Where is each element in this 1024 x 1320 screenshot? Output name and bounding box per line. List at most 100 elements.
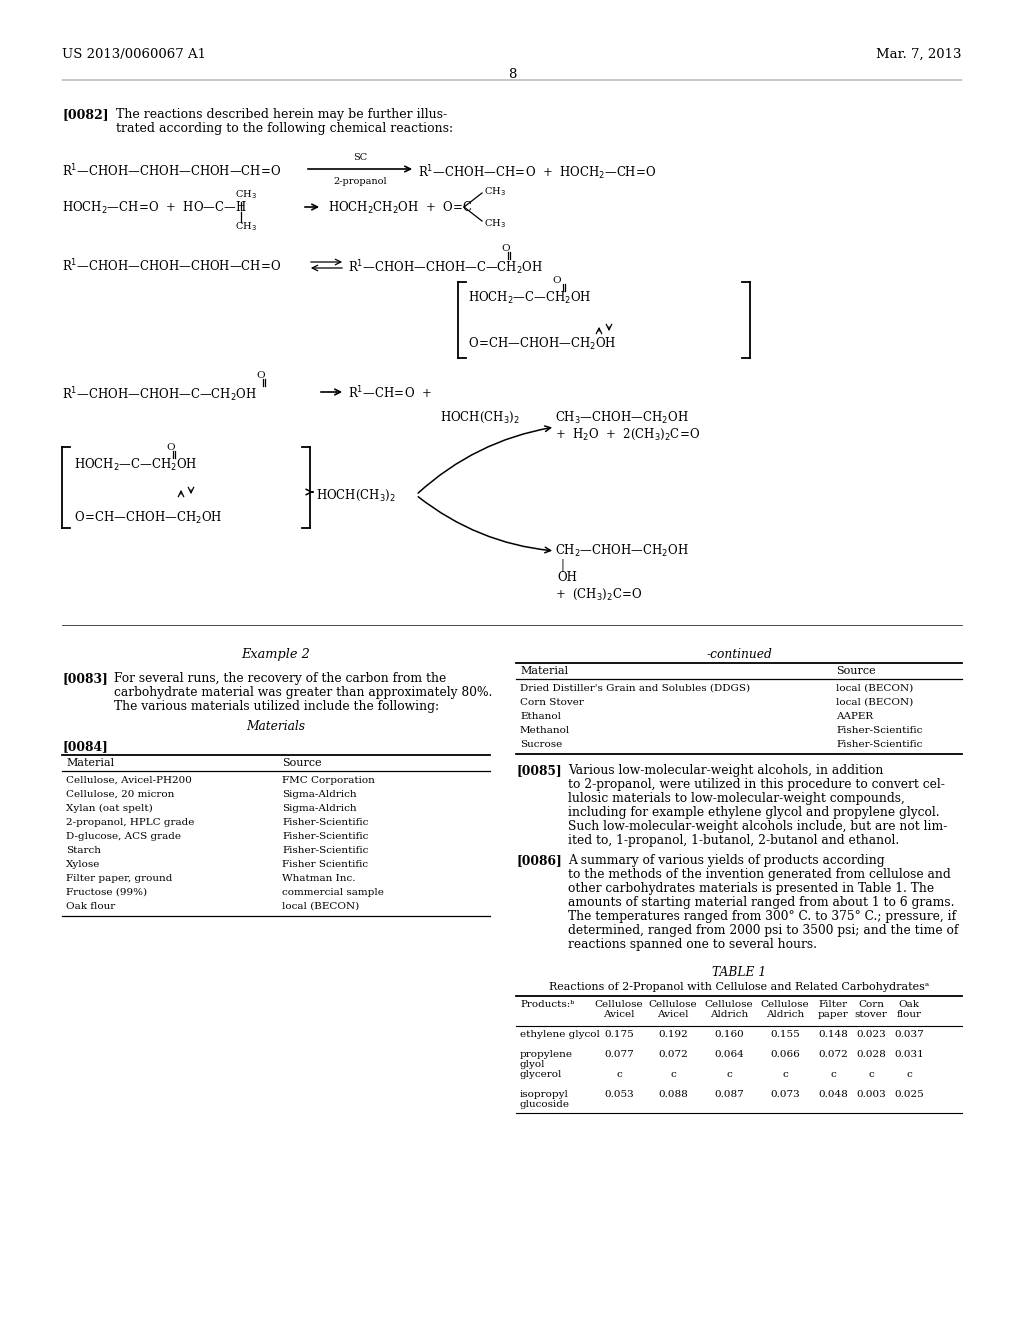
Text: [0082]: [0082] [62,108,109,121]
Text: Various low-molecular-weight alcohols, in addition: Various low-molecular-weight alcohols, i… [568,764,884,777]
Text: Dried Distiller's Grain and Solubles (DDGS): Dried Distiller's Grain and Solubles (DD… [520,684,751,693]
Text: OH: OH [557,572,577,583]
Text: +  H$_2$O  +  2(CH$_3$)$_2$C$\!=\!$O: + H$_2$O + 2(CH$_3$)$_2$C$\!=\!$O [555,426,700,442]
Text: R$^1$—CHOH—CHOH—C—CH$_2$OH: R$^1$—CHOH—CHOH—C—CH$_2$OH [62,385,257,404]
Text: c: c [670,1071,676,1078]
Text: Source: Source [282,758,322,768]
Text: Fisher-Scientific: Fisher-Scientific [282,832,369,841]
Text: other carbohydrates materials is presented in Table 1. The: other carbohydrates materials is present… [568,882,934,895]
Text: 0.053: 0.053 [604,1090,634,1100]
Text: 0.031: 0.031 [894,1049,924,1059]
Text: c: c [906,1071,912,1078]
Text: glycerol: glycerol [520,1071,562,1078]
Text: US 2013/0060067 A1: US 2013/0060067 A1 [62,48,206,61]
Text: 0.160: 0.160 [714,1030,743,1039]
Text: Sucrose: Sucrose [520,741,562,748]
Text: 0.028: 0.028 [856,1049,886,1059]
Text: |: | [560,558,564,572]
Text: local (BECON): local (BECON) [282,902,359,911]
Text: R$^1$—CH$\!=\!$O  +: R$^1$—CH$\!=\!$O + [348,385,432,401]
Text: SC: SC [353,153,367,162]
Text: [0083]: [0083] [62,672,108,685]
Text: HOCH(CH$_3$)$_2$: HOCH(CH$_3$)$_2$ [440,411,520,425]
Text: R$^1$—CHOH—CHOH—C—CH$_2$OH: R$^1$—CHOH—CHOH—C—CH$_2$OH [348,257,543,277]
Text: Methanol: Methanol [520,726,570,735]
Text: carbohydrate material was greater than approximately 80%.: carbohydrate material was greater than a… [114,686,493,700]
Text: trated according to the following chemical reactions:: trated according to the following chemic… [116,121,454,135]
Text: 0.023: 0.023 [856,1030,886,1039]
Text: Cellulose, 20 micron: Cellulose, 20 micron [66,789,174,799]
Text: R$^1$—CHOH—CHOH—CHOH—CH$\!=\!$O: R$^1$—CHOH—CHOH—CHOH—CH$\!=\!$O [62,257,282,275]
Text: Reactions of 2-Propanol with Cellulose and Related Carbohydratesᵃ: Reactions of 2-Propanol with Cellulose a… [549,982,929,993]
Text: Whatman Inc.: Whatman Inc. [282,874,355,883]
Text: isopropyl
glucoside: isopropyl glucoside [520,1090,570,1109]
Text: D-glucose, ACS grade: D-glucose, ACS grade [66,832,181,841]
Text: ited to, 1-propanol, 1-butanol, 2-butanol and ethanol.: ited to, 1-propanol, 1-butanol, 2-butano… [568,834,899,847]
Text: CH$_3$: CH$_3$ [484,185,506,198]
Text: Fructose (99%): Fructose (99%) [66,888,147,898]
Text: O: O [257,371,265,380]
Text: O: O [502,244,510,253]
Text: Materials: Materials [247,719,305,733]
Text: 2-propanol, HPLC grade: 2-propanol, HPLC grade [66,818,195,828]
Text: O: O [167,444,175,451]
Text: +  (CH$_3$)$_2$C$\!=\!$O: + (CH$_3$)$_2$C$\!=\!$O [555,587,643,602]
Text: HOCH$_2$—C—CH$_2$OH: HOCH$_2$—C—CH$_2$OH [468,290,592,306]
Text: Cellulose, Avicel-PH200: Cellulose, Avicel-PH200 [66,776,191,785]
Text: to the methods of the invention generated from cellulose and: to the methods of the invention generate… [568,869,950,880]
Text: O$\!=\!$CH—CHOH—CH$_2$OH: O$\!=\!$CH—CHOH—CH$_2$OH [74,510,222,527]
Text: CH$_3$: CH$_3$ [484,216,506,230]
Text: c: c [726,1071,732,1078]
Text: 0.175: 0.175 [604,1030,634,1039]
Text: propylene
glyol: propylene glyol [520,1049,573,1069]
Text: CH$_2$—CHOH—CH$_2$OH: CH$_2$—CHOH—CH$_2$OH [555,543,689,560]
Text: Cellulose
Aldrich: Cellulose Aldrich [761,1001,809,1019]
Text: 8: 8 [508,69,516,81]
Text: Oak
flour: Oak flour [896,1001,922,1019]
Text: Sigma-Aldrich: Sigma-Aldrich [282,804,356,813]
Text: ethylene glycol: ethylene glycol [520,1030,600,1039]
Text: including for example ethylene glycol and propylene glycol.: including for example ethylene glycol an… [568,807,940,818]
Text: O$\!=\!$CH—CHOH—CH$_2$OH: O$\!=\!$CH—CHOH—CH$_2$OH [468,337,616,352]
Text: c: c [782,1071,787,1078]
Text: Fisher-Scientific: Fisher-Scientific [836,741,923,748]
Text: Example 2: Example 2 [242,648,310,661]
Text: Mar. 7, 2013: Mar. 7, 2013 [877,48,962,61]
Text: c: c [616,1071,622,1078]
Text: The reactions described herein may be further illus-: The reactions described herein may be fu… [116,108,447,121]
Text: Material: Material [520,667,568,676]
Text: Oak flour: Oak flour [66,902,116,911]
Text: CH$_3$: CH$_3$ [234,187,257,201]
Text: For several runs, the recovery of the carbon from the: For several runs, the recovery of the ca… [114,672,446,685]
Text: 0.073: 0.073 [770,1090,800,1100]
Text: reactions spanned one to several hours.: reactions spanned one to several hours. [568,939,817,950]
Text: CH$_3$—CHOH—CH$_2$OH: CH$_3$—CHOH—CH$_2$OH [555,411,689,426]
Text: Products:ᵇ: Products:ᵇ [520,1001,574,1008]
Text: Source: Source [836,667,876,676]
Text: Fisher-Scientific: Fisher-Scientific [836,726,923,735]
Text: -continued: -continued [707,648,772,661]
Text: HOCH$_2$—CH$\!=\!$O  +  HO—C—H: HOCH$_2$—CH$\!=\!$O + HO—C—H [62,201,247,216]
Text: 0.025: 0.025 [894,1090,924,1100]
Text: 0.087: 0.087 [714,1090,743,1100]
Text: c: c [830,1071,836,1078]
Text: lulosic materials to low-molecular-weight compounds,: lulosic materials to low-molecular-weigh… [568,792,905,805]
Text: 0.037: 0.037 [894,1030,924,1039]
Text: O: O [553,276,561,285]
Text: amounts of starting material ranged from about 1 to 6 grams.: amounts of starting material ranged from… [568,896,954,909]
Text: determined, ranged from 2000 psi to 3500 psi; and the time of: determined, ranged from 2000 psi to 3500… [568,924,958,937]
Text: Sigma-Aldrich: Sigma-Aldrich [282,789,356,799]
Text: local (BECON): local (BECON) [836,698,913,708]
Text: 0.192: 0.192 [658,1030,688,1039]
Text: 0.003: 0.003 [856,1090,886,1100]
Text: Fisher-Scientific: Fisher-Scientific [282,818,369,828]
Text: Ethanol: Ethanol [520,711,561,721]
Text: 0.077: 0.077 [604,1049,634,1059]
Text: The various materials utilized include the following:: The various materials utilized include t… [114,700,439,713]
Text: commercial sample: commercial sample [282,888,384,898]
Text: Cellulose
Aldrich: Cellulose Aldrich [705,1001,754,1019]
Text: Xylose: Xylose [66,861,100,869]
Text: A summary of various yields of products according: A summary of various yields of products … [568,854,885,867]
Text: Cellulose
Avicel: Cellulose Avicel [595,1001,643,1019]
Text: R$^1$—CHOH—CH$\!=\!$O  +  HOCH$_2$—CH$\!=\!$O: R$^1$—CHOH—CH$\!=\!$O + HOCH$_2$—CH$\!=\… [418,162,656,182]
